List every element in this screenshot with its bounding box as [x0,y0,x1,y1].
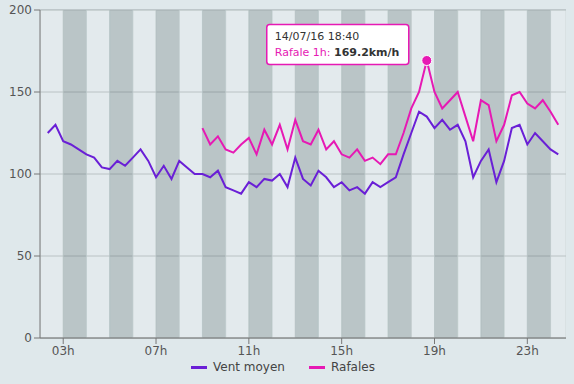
svg-text:07h: 07h [145,344,168,358]
svg-text:100: 100 [9,167,32,181]
svg-text:0: 0 [24,331,32,345]
svg-text:150: 150 [9,85,32,99]
svg-text:14/07/16 18:40: 14/07/16 18:40 [275,30,360,43]
svg-text:19h: 19h [423,344,446,358]
svg-text:23h: 23h [516,344,539,358]
svg-text:200: 200 [9,3,32,17]
svg-text:50: 50 [17,249,32,263]
svg-text:03h: 03h [52,344,75,358]
html-text:Vent moyen: Vent moyen [213,360,285,374]
html-text:Rafales: Rafales [331,360,375,374]
svg-text:15h: 15h [330,344,353,358]
svg-text:Rafale 1h: 169.2km/h: Rafale 1h: 169.2km/h [275,46,400,59]
svg-text:11h: 11h [237,344,260,358]
